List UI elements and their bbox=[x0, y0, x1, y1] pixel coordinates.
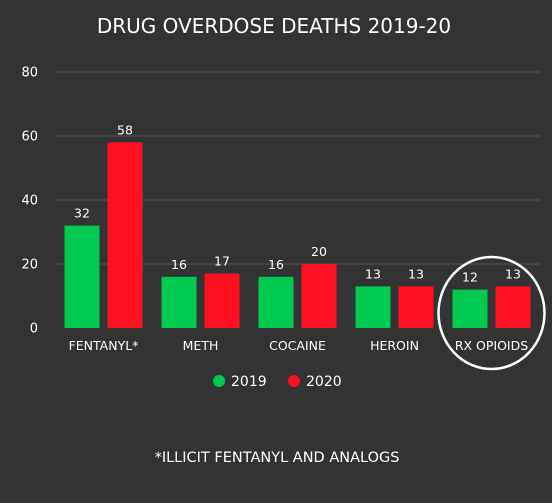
bar-value-label: 13 bbox=[365, 266, 381, 281]
legend: 2019 2020 bbox=[213, 374, 342, 390]
bar-cocaine-2020 bbox=[301, 264, 337, 328]
y-tick-label: 60 bbox=[21, 130, 38, 145]
bar-rx-opioids-2020 bbox=[495, 286, 531, 328]
bars bbox=[64, 142, 531, 328]
bar-heroin-2020 bbox=[398, 286, 434, 328]
y-tick-label: 20 bbox=[21, 258, 38, 273]
x-axis-ticks: FENTANYL* METH COCAINE HEROIN RX OPIOIDS bbox=[69, 338, 529, 353]
bar-value-label: 58 bbox=[117, 122, 133, 137]
bar-value-labels: 32 58 16 17 16 20 13 13 12 13 bbox=[74, 122, 521, 284]
x-tick-label: METH bbox=[183, 338, 219, 353]
bar-value-label: 12 bbox=[462, 270, 478, 285]
highlight-circle bbox=[437, 255, 546, 371]
bar-value-label: 17 bbox=[214, 254, 230, 269]
bar-fentanyl-2020 bbox=[107, 142, 143, 328]
chart-title: DRUG OVERDOSE DEATHS 2019-20 bbox=[97, 14, 451, 38]
bar-meth-2019 bbox=[161, 276, 197, 328]
bar-value-label: 16 bbox=[268, 257, 284, 272]
bar-value-label: 13 bbox=[408, 266, 424, 281]
bar-heroin-2019 bbox=[355, 286, 391, 328]
bar-rx-opioids-2019 bbox=[452, 289, 488, 328]
bar-value-label: 16 bbox=[171, 257, 187, 272]
bar-value-label: 20 bbox=[311, 244, 327, 259]
y-tick-label: 80 bbox=[21, 66, 38, 81]
legend-swatch-2020 bbox=[288, 375, 300, 387]
x-tick-label: HEROIN bbox=[370, 338, 419, 353]
bar-value-label: 13 bbox=[505, 266, 521, 281]
y-tick-label: 40 bbox=[21, 194, 38, 209]
legend-swatch-2019 bbox=[213, 375, 225, 387]
y-tick-label: 0 bbox=[30, 322, 38, 337]
x-tick-label: RX OPIOIDS bbox=[455, 338, 528, 353]
bar-meth-2020 bbox=[204, 273, 240, 328]
bar-fentanyl-2019 bbox=[64, 225, 100, 328]
legend-label: 2020 bbox=[306, 374, 342, 390]
bar-value-label: 32 bbox=[74, 206, 90, 221]
bar-cocaine-2019 bbox=[258, 276, 294, 328]
x-tick-label: COCAINE bbox=[269, 338, 326, 353]
x-tick-label: FENTANYL* bbox=[69, 338, 139, 353]
y-axis-ticks: 0 20 40 60 80 bbox=[21, 66, 38, 337]
footnote: *ILLICIT FENTANYL AND ANALOGS bbox=[155, 450, 400, 466]
legend-label: 2019 bbox=[231, 374, 267, 390]
